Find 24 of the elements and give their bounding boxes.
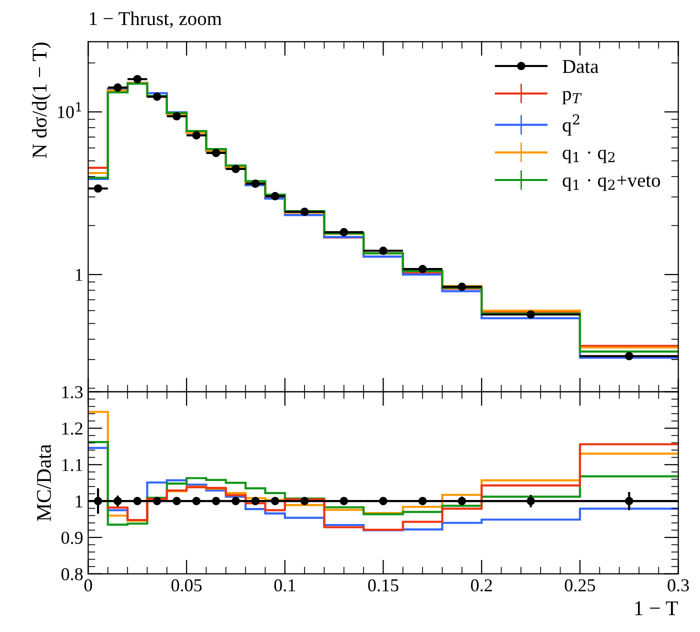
y-tick-label: 0.8: [61, 568, 83, 580]
y-axis-title: N dσ/d(1 − T): [32, 42, 51, 158]
legend-label: q$_{1}$ · q$_{2}$+veto: [562, 176, 660, 191]
legend-label: q$^{2}$: [562, 114, 580, 136]
legend-label: Data: [562, 60, 598, 74]
x-tick-label: 0: [84, 579, 92, 592]
x-tick-label: 0.2: [471, 579, 492, 592]
x-tick-label: 0.15: [368, 579, 398, 592]
y-axis-title: MC/Data: [36, 444, 51, 522]
y-tick-label: 0.9: [61, 532, 83, 544]
y-tick-label: 10$^{1}$: [58, 102, 81, 118]
x-axis-title: 1 − T: [635, 601, 678, 616]
y-tick-label: 1: [76, 268, 82, 281]
y-tick-label: 1.3: [62, 386, 83, 398]
y-tick-label: 1.2: [62, 422, 82, 435]
x-tick-label: 0.3: [668, 579, 689, 592]
x-tick-label: 0.25: [564, 579, 596, 592]
legend-label: q$_{1}$ · q$_{2}$: [562, 150, 615, 164]
legend-label: p$_{T}$: [562, 90, 582, 104]
x-tick-label: 0.1: [274, 579, 296, 592]
y-tick-label: 1.1: [62, 458, 82, 472]
x-tick-label: 0.05: [171, 579, 202, 592]
chart-title: 1 − Thrust, zoom: [90, 12, 222, 28]
y-tick-label: 1: [76, 495, 82, 508]
